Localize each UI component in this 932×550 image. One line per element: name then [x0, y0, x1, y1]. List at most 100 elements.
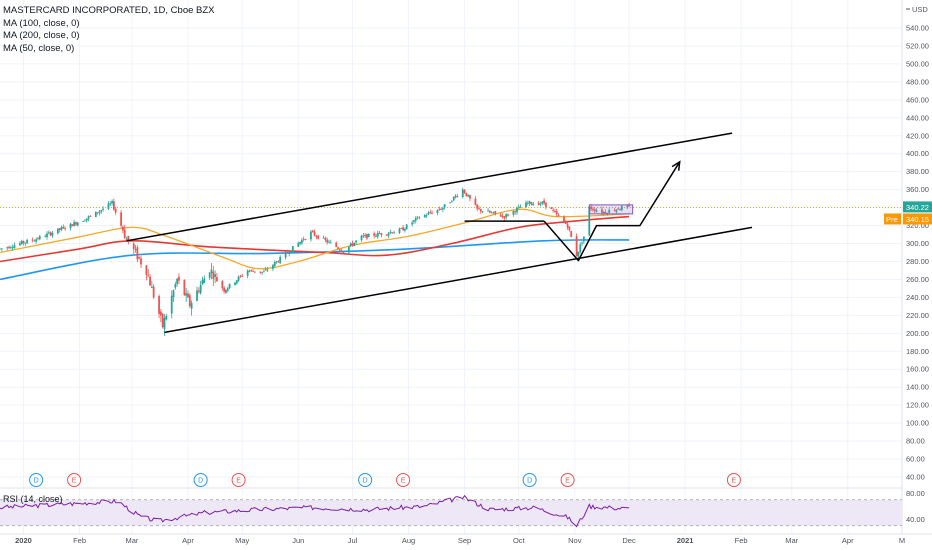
ma100-line: [0, 215, 630, 263]
candle-body: [38, 236, 41, 240]
candle-body: [20, 241, 23, 245]
dividend-marker[interactable]: D: [358, 473, 373, 487]
candle-body: [187, 293, 189, 298]
price-tick-label: 460.00: [906, 95, 929, 104]
last-price-tag: [903, 201, 932, 213]
candle-body: [33, 240, 36, 242]
price-tick-label: 280.00: [906, 257, 929, 266]
rsi-tick-label: 80.00: [906, 489, 925, 498]
candle-body: [568, 226, 571, 231]
candlestick-series: [0, 187, 630, 336]
candle-body: [337, 247, 339, 249]
candle-body: [140, 258, 142, 265]
candle-body: [481, 211, 484, 213]
dividend-marker[interactable]: D: [522, 473, 537, 487]
candle-body: [44, 236, 47, 238]
price-axis[interactable]: 40.00 60.00 80.00 100.00 120.00 140.00 160.00 1…: [906, 5, 929, 524]
chart-legend: MASTERCARD INCORPORATED, 1D, Cboe BZX MA…: [3, 5, 215, 55]
candle-body: [591, 208, 594, 210]
candle-body: [291, 246, 294, 253]
candle-body: [582, 236, 585, 242]
time-tick-label: Feb: [73, 536, 86, 545]
candle-body: [275, 261, 278, 263]
candle-body: [487, 210, 489, 212]
candle-body: [411, 222, 414, 225]
candle-body: [214, 274, 217, 277]
candle-body: [201, 280, 204, 285]
candle-body: [479, 208, 482, 212]
candle-body: [566, 224, 569, 228]
candle-body: [64, 228, 66, 229]
candle-body: [541, 201, 544, 204]
earnings-marker[interactable]: E: [726, 473, 741, 487]
candle-body: [102, 208, 104, 210]
candle-body: [221, 281, 224, 289]
candle-body: [246, 270, 249, 276]
legend-ma200[interactable]: MA (200, close, 0): [3, 30, 80, 42]
dividend-marker[interactable]: D: [193, 473, 208, 487]
candle-body: [593, 209, 596, 211]
candle-body: [35, 239, 38, 242]
candle-body: [107, 203, 110, 209]
time-tick-label: Nov: [568, 536, 582, 545]
candle-body: [602, 211, 605, 213]
premarket-price-tag: [903, 213, 932, 225]
projection-path: [543, 161, 681, 262]
candle-body: [507, 214, 509, 216]
candle-body: [463, 190, 466, 194]
legend-ma50[interactable]: MA (50, close, 0): [3, 42, 75, 54]
candle-body: [418, 217, 421, 219]
candle-body: [429, 211, 432, 213]
candle-body: [109, 203, 112, 205]
event-circle: [67, 473, 82, 487]
time-tick-label: Apr: [842, 536, 854, 545]
candle-body: [125, 238, 128, 240]
candle-body: [58, 228, 61, 230]
symbol-title[interactable]: MASTERCARD INCORPORATED, 1D, Cboe BZX: [3, 5, 215, 16]
candle-body: [76, 222, 79, 226]
premarket-label-bg: [884, 213, 901, 225]
candle-body: [120, 212, 123, 226]
earnings-marker[interactable]: E: [67, 473, 82, 487]
lower-channel-line: [164, 226, 753, 334]
legend-ma100[interactable]: MA (100, close, 0): [3, 17, 80, 29]
candle-body: [145, 265, 148, 276]
candle-body: [581, 242, 583, 244]
projection-arrowhead: [671, 160, 681, 171]
candle-body: [253, 271, 256, 273]
candle-body: [241, 275, 244, 277]
candle-body: [172, 290, 175, 298]
candle-body: [89, 215, 92, 217]
earnings-marker[interactable]: E: [560, 473, 575, 487]
candle-body: [0, 248, 3, 250]
candle-body: [355, 240, 358, 243]
earnings-marker[interactable]: E: [231, 473, 246, 487]
candle-body: [613, 210, 616, 212]
candle-body: [132, 243, 135, 249]
candle-body: [364, 235, 367, 237]
premarket-label: Pre: [886, 215, 898, 224]
candle-body: [376, 232, 379, 237]
candle-body: [71, 224, 74, 227]
candle-body: [378, 232, 381, 234]
candle-body: [552, 209, 555, 211]
candle-body: [31, 239, 34, 241]
candle-body: [501, 216, 504, 217]
candle-body: [456, 196, 459, 198]
dividend-marker[interactable]: D: [29, 473, 44, 487]
candle-body: [626, 205, 629, 207]
candle-body: [277, 261, 280, 263]
candle-body: [467, 195, 470, 197]
candle-body: [75, 222, 77, 225]
candle-body: [617, 208, 620, 210]
rsi-legend[interactable]: RSI (14, close): [3, 494, 63, 504]
candle-body: [554, 211, 556, 212]
candle-body: [608, 209, 611, 213]
time-axis[interactable]: 2020 Feb Mar Apr May Jun Jul Aug Sep Oct Nov Dec 202…: [15, 536, 905, 545]
candle-body: [122, 226, 124, 231]
candle-body: [8, 246, 10, 249]
earnings-marker[interactable]: E: [396, 473, 411, 487]
candle-body: [438, 208, 441, 210]
